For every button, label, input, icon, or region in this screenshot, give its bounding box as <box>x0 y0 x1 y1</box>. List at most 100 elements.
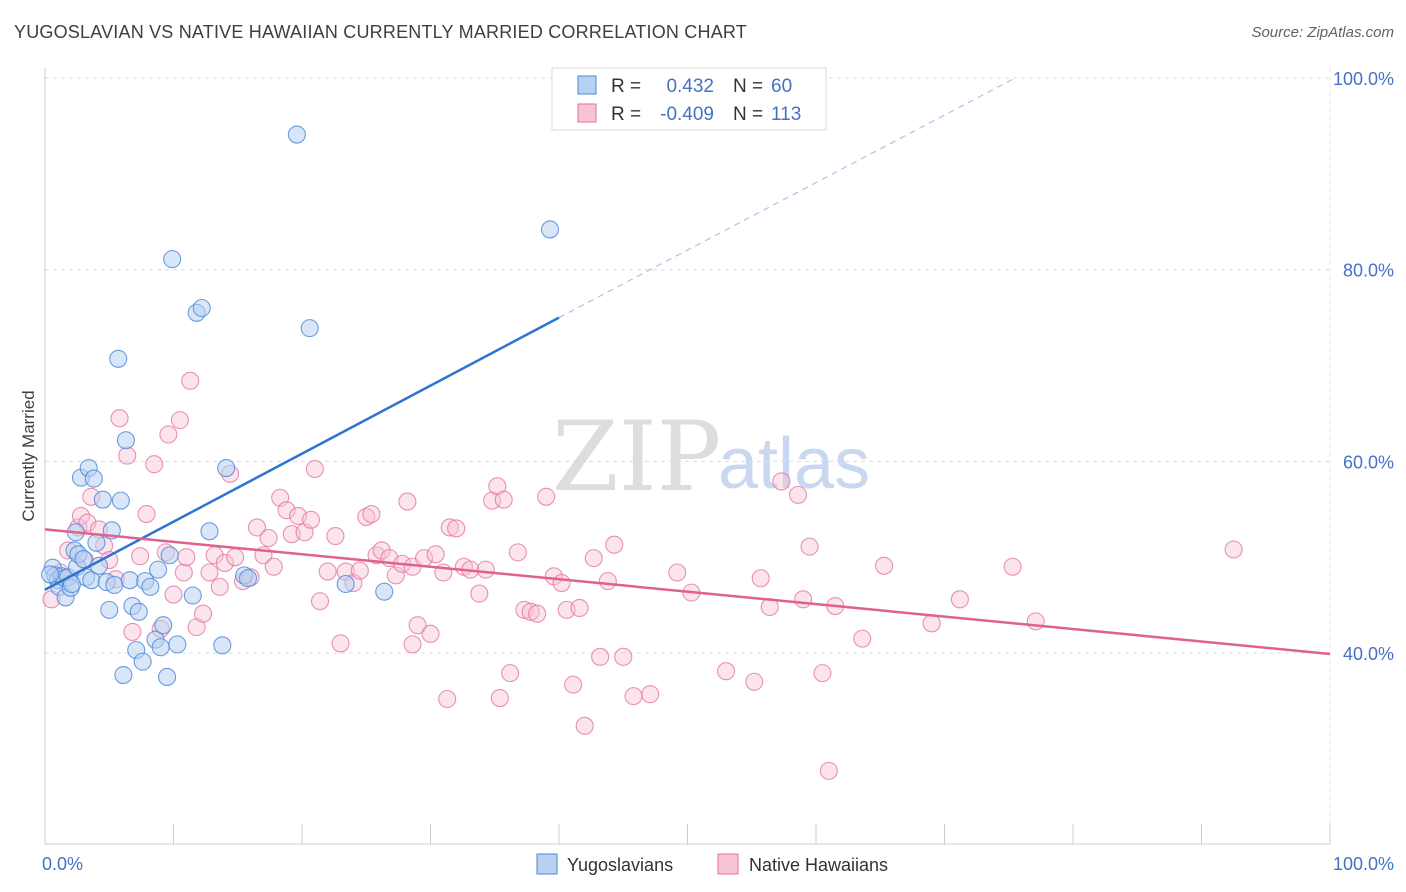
point-native-hawaiians-103 <box>788 485 808 504</box>
point-native-hawaiians-88 <box>575 716 594 735</box>
point-native-hawaiians-14 <box>123 622 142 641</box>
point-yugoslavians-59 <box>41 565 60 584</box>
x-tick-label-100: 100.0% <box>1333 854 1394 874</box>
legend-r-value-1: 0.432 <box>666 76 714 97</box>
watermark: ZIP atlas <box>552 401 870 513</box>
point-native-hawaiians-102 <box>772 472 791 491</box>
bottom-legend-swatch-yugoslavians <box>536 853 558 875</box>
point-native-hawaiians-61 <box>398 492 417 511</box>
point-native-hawaiians-95 <box>641 685 660 704</box>
point-native-hawaiians-99 <box>745 672 764 691</box>
trend-line-yugoslavians-extension <box>558 77 1016 319</box>
y-tick-label-40: 40.0% <box>1343 644 1394 664</box>
legend-n-value-1: 60 <box>771 76 792 97</box>
point-yugoslavians-53 <box>238 569 258 588</box>
series-yugoslavians <box>41 125 560 687</box>
point-yugoslavians-56 <box>336 574 355 594</box>
point-native-hawaiians-63 <box>408 616 427 635</box>
point-native-hawaiians-82 <box>537 487 556 506</box>
legend-swatch-native-hawaiians <box>577 103 597 123</box>
point-native-hawaiians-94 <box>624 687 643 706</box>
y-tick-labels: 40.0% 60.0% 80.0% 100.0% <box>1333 69 1394 664</box>
legend-r-label-1: R = <box>611 76 641 97</box>
point-yugoslavians-46 <box>183 586 202 605</box>
point-native-hawaiians-118 <box>403 635 422 654</box>
point-native-hawaiians-109 <box>853 629 872 648</box>
point-native-hawaiians-16 <box>137 504 156 524</box>
point-native-hawaiians-30 <box>210 577 229 596</box>
point-native-hawaiians-36 <box>247 518 267 537</box>
point-yugoslavians-54 <box>287 125 306 144</box>
point-native-hawaiians-78 <box>508 543 527 562</box>
y-tick-label-100: 100.0% <box>1333 69 1394 89</box>
point-yugoslavians-51 <box>217 458 236 478</box>
legend-n-label-2: N = <box>733 104 763 125</box>
point-yugoslavians-41 <box>154 616 173 635</box>
point-native-hawaiians-104 <box>794 590 813 609</box>
point-native-hawaiians-22 <box>170 411 189 430</box>
point-native-hawaiians-113 <box>1003 557 1022 576</box>
y-tick-label-80: 80.0% <box>1343 261 1394 281</box>
chart-title: YUGOSLAVIAN VS NATIVE HAWAIIAN CURRENTLY… <box>14 22 747 42</box>
point-native-hawaiians-93 <box>614 647 633 666</box>
bottom-legend-label-native-hawaiians: Native Hawaiians <box>749 855 888 875</box>
point-yugoslavians-20 <box>87 533 106 552</box>
point-native-hawaiians-68 <box>440 518 459 537</box>
point-yugoslavians-37 <box>141 577 160 596</box>
point-yugoslavians-26 <box>105 575 124 595</box>
point-native-hawaiians-45 <box>301 510 321 529</box>
point-native-hawaiians-31 <box>215 553 234 572</box>
x-tick-label-0: 0.0% <box>42 854 83 874</box>
legend-n-label-1: N = <box>733 76 763 97</box>
point-yugoslavians-34 <box>129 602 148 621</box>
point-native-hawaiians-20 <box>159 425 178 444</box>
point-yugoslavians-40 <box>151 638 170 657</box>
point-native-hawaiians-100 <box>751 569 770 588</box>
point-yugoslavians-49 <box>200 522 219 541</box>
point-native-hawaiians-91 <box>598 572 617 591</box>
point-native-hawaiians-15 <box>131 547 150 566</box>
point-native-hawaiians-59 <box>386 566 405 585</box>
point-yugoslavians-15 <box>74 550 93 569</box>
point-native-hawaiians-23 <box>174 563 193 582</box>
point-native-hawaiians-17 <box>145 455 164 474</box>
point-native-hawaiians-86 <box>564 675 583 694</box>
point-yugoslavians-22 <box>93 490 112 509</box>
legend-swatch-yugoslavians <box>577 75 597 95</box>
point-native-hawaiians-6 <box>78 513 97 532</box>
trend-line-native-hawaiians <box>44 528 1331 656</box>
top-legend: R = 0.432 N = 60 R = -0.409 N = 113 <box>551 67 827 131</box>
point-native-hawaiians-21 <box>164 585 183 604</box>
legend-box <box>551 67 827 131</box>
point-native-hawaiians-114 <box>1026 612 1045 631</box>
point-native-hawaiians-84 <box>552 573 571 593</box>
point-native-hawaiians-83 <box>544 567 563 586</box>
point-native-hawaiians-38 <box>259 528 278 548</box>
point-yugoslavians-27 <box>109 349 128 368</box>
trend-line-yugoslavians <box>44 316 560 591</box>
point-native-hawaiians-112 <box>950 590 969 609</box>
point-yugoslavians-35 <box>133 652 152 671</box>
point-native-hawaiians-48 <box>318 562 337 581</box>
source-credit: Source: ZipAtlas.com <box>1251 24 1394 41</box>
point-native-hawaiians-39 <box>264 557 283 576</box>
point-native-hawaiians-47 <box>310 592 330 611</box>
point-native-hawaiians-116 <box>490 688 509 708</box>
point-yugoslavians-31 <box>120 571 139 590</box>
bottom-legend: Yugoslavians Native Hawaiians <box>536 853 888 875</box>
bottom-legend-swatch-native-hawaiians <box>717 853 739 875</box>
point-native-hawaiians-111 <box>922 614 941 633</box>
point-native-hawaiians-89 <box>584 549 603 568</box>
point-native-hawaiians-4 <box>71 506 91 526</box>
y-axis-label: Currently Married <box>19 390 38 521</box>
point-native-hawaiians-96 <box>668 563 687 582</box>
point-yugoslavians-50 <box>213 636 232 655</box>
point-native-hawaiians-12 <box>110 409 129 428</box>
point-native-hawaiians-80 <box>521 602 540 621</box>
point-native-hawaiians-90 <box>591 647 610 666</box>
point-native-hawaiians-98 <box>716 662 736 681</box>
point-native-hawaiians-33 <box>226 548 245 567</box>
point-yugoslavians-24 <box>100 600 119 619</box>
point-native-hawaiians-50 <box>331 634 350 653</box>
